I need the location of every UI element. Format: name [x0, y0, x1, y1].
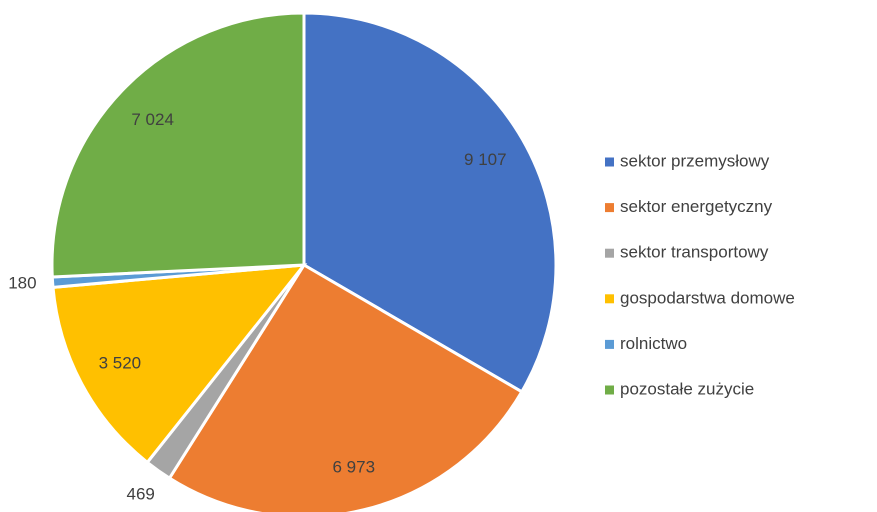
- data-label: 3 520: [99, 354, 142, 373]
- data-label: 9 107: [464, 150, 507, 169]
- legend-swatch: [605, 248, 614, 258]
- pie-slice: [167, 262, 524, 512]
- legend-swatch: [605, 339, 614, 349]
- legend-label: sektor energetyczny: [620, 197, 773, 216]
- legend-label: sektor transportowy: [620, 243, 769, 262]
- data-label: 180: [8, 274, 36, 293]
- legend-label: gospodarstwa domowe: [620, 288, 795, 307]
- legend-swatch: [605, 203, 614, 213]
- legend-label: sektor przemysłowy: [620, 151, 770, 170]
- legend-swatch: [605, 294, 614, 304]
- legend-swatch: [605, 385, 614, 395]
- pie-slice: [51, 263, 308, 465]
- legend-swatch: [605, 157, 614, 167]
- data-label: 469: [127, 485, 155, 504]
- pie-slice: [50, 11, 306, 279]
- legend-label: pozostałe zużycie: [620, 379, 754, 398]
- data-label: 7 024: [131, 110, 174, 129]
- legend-label: rolnictwo: [620, 334, 687, 353]
- data-label: 6 973: [333, 458, 376, 477]
- pie-slice: [302, 11, 558, 394]
